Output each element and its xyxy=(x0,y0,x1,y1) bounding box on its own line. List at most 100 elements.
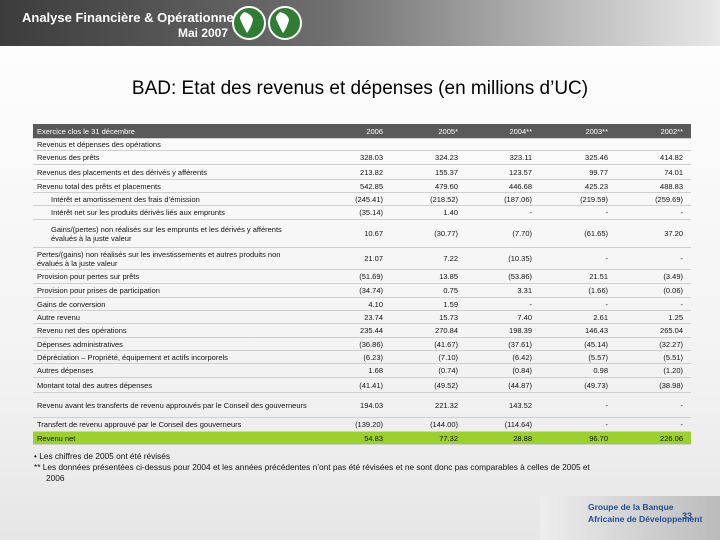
table-row: Revenu net des opérations 235.44 270.84 198… xyxy=(33,324,691,338)
value-cell: 325.46 xyxy=(585,153,608,162)
value-cell: (144.00) xyxy=(430,420,458,429)
table-row: Transfert de revenu approuvé par le Cons… xyxy=(33,418,691,432)
value-cell: (7.70) xyxy=(512,229,532,238)
table-row: Revenu avant les transferts de revenu ap… xyxy=(33,393,691,418)
value-cell: - xyxy=(605,299,609,309)
logos xyxy=(232,6,302,40)
value-cell: 488.83 xyxy=(660,181,683,191)
value-cell: (0.84) xyxy=(512,366,532,375)
value-cell: 1.40 xyxy=(443,208,458,217)
row-label: Revenu net des opérations xyxy=(37,326,127,335)
row-label: Transfert de revenu approuvé par le Cons… xyxy=(37,420,242,429)
value-cell: 146.43 xyxy=(585,326,608,335)
value-cell: (44.87) xyxy=(508,380,532,390)
table-row: Montant total des autres dépenses (41.41)… xyxy=(33,378,691,393)
row-label: Provision pour prises de participation xyxy=(37,286,160,295)
value-cell: (36.86) xyxy=(359,339,383,349)
value-cell: 446.68 xyxy=(509,181,532,191)
table-row: Gains de conversion 4.10 1.59 - - - xyxy=(33,298,691,311)
value-cell: (139.20) xyxy=(355,420,383,429)
header-cell: Exercice clos le 31 décembre xyxy=(37,126,135,136)
value-cell: (41.67) xyxy=(434,339,458,349)
table-row: Dépenses administratives (36.86) (41.67) (3… xyxy=(33,338,691,351)
table-row: Intérêt et amortissement des frais d’émi… xyxy=(33,193,691,206)
header-cell: 2004** xyxy=(509,126,532,136)
value-cell: (51.69) xyxy=(359,272,383,281)
value-cell: 323.11 xyxy=(509,153,532,162)
table-row: Dépréciation – Propriété, équipement et … xyxy=(33,351,691,364)
value-cell: 10.67 xyxy=(364,229,383,238)
row-label: Provision pour pertes sur prêts xyxy=(37,272,140,281)
value-cell: - xyxy=(680,299,684,309)
row-label: Gains de conversion xyxy=(37,299,106,309)
header-row: Exercice clos le 31 décembre 2006 2005* 200… xyxy=(33,124,691,139)
value-cell: (49.52) xyxy=(434,380,458,390)
value-cell: (6.23) xyxy=(363,352,383,362)
row-label: Gains/(pertes) non réalisés sur les empr… xyxy=(51,224,282,243)
footnotes: • Les chiffres de 2005 ont été révisés **… xyxy=(34,451,594,484)
row-label: Montant total des autres dépenses xyxy=(37,380,153,390)
value-cell: (219.59) xyxy=(580,194,608,204)
value-cell: (45.14) xyxy=(584,339,608,349)
value-cell: (5.57) xyxy=(588,352,608,362)
row-label: Intérêt et amortissement des frais d’émi… xyxy=(51,194,200,204)
header-subtitle: Mai 2007 xyxy=(178,26,229,40)
value-cell: - xyxy=(529,299,533,309)
value-cell: - xyxy=(605,420,609,429)
value-cell: 54.83 xyxy=(364,433,383,443)
value-cell: 99.77 xyxy=(589,167,608,177)
value-cell: (245.41) xyxy=(355,194,383,204)
value-cell: (10.35) xyxy=(508,254,532,263)
footer-org: Africaine de Développement xyxy=(588,514,703,524)
footnote: • Les chiffres de 2005 ont été révisés xyxy=(34,451,171,461)
header-cell: 2006 xyxy=(366,126,383,136)
value-cell: (37.61) xyxy=(508,339,532,349)
row-label: Revenu net xyxy=(37,433,76,443)
value-cell: 0.98 xyxy=(593,366,608,375)
value-cell: 198.39 xyxy=(509,326,532,335)
slide-title: BAD: Etat des revenus et dépenses (en mi… xyxy=(131,78,589,99)
value-cell: 542.85 xyxy=(360,181,383,191)
value-cell: 265.04 xyxy=(660,326,683,335)
value-cell: (187.06) xyxy=(504,194,532,204)
value-cell: - xyxy=(680,420,684,429)
row-label: Revenu total des prêts et placements xyxy=(37,181,161,191)
table-row: Provision pour prises de participation (3… xyxy=(33,284,691,298)
value-cell: (32.27) xyxy=(659,339,683,349)
value-cell: 1.68 xyxy=(368,366,383,375)
value-cell: 194.03 xyxy=(360,400,383,410)
header-cell: 2003** xyxy=(585,126,608,136)
value-cell: 13.85 xyxy=(439,272,458,281)
value-cell: 15.73 xyxy=(439,312,458,322)
row-label: Autre revenu xyxy=(37,312,80,322)
table-row: Provision pour pertes sur prêts (51.69) 13… xyxy=(33,270,691,284)
value-cell: 96.70 xyxy=(589,433,608,443)
value-cell: (61.65) xyxy=(584,229,608,238)
row-label: Dépenses administratives xyxy=(37,339,123,349)
row-label: Pertes/(gains) non réalisés sur les inve… xyxy=(37,249,281,268)
value-cell: 235.44 xyxy=(360,326,383,335)
row-label: Revenus et dépenses des opérations xyxy=(37,140,161,149)
value-cell: 221.32 xyxy=(435,400,458,410)
table-row: Intérêt net sur les produits dérivés lié… xyxy=(33,206,691,220)
value-cell: 28.88 xyxy=(513,433,532,443)
value-cell: 0.75 xyxy=(443,286,458,295)
value-cell: - xyxy=(605,400,609,410)
value-cell: 1.25 xyxy=(668,312,683,322)
value-cell: 21.07 xyxy=(364,254,383,263)
value-cell: (7.10) xyxy=(438,352,458,362)
value-cell: 77.32 xyxy=(439,433,458,443)
value-cell: 1.59 xyxy=(443,299,458,309)
value-cell: (259.69) xyxy=(655,194,683,204)
value-cell: - xyxy=(680,254,684,263)
row-label: Intérêt net sur les produits dérivés lié… xyxy=(51,208,225,217)
table-row: Revenus des placements et des dérivés y … xyxy=(33,165,691,180)
value-cell: (218.52) xyxy=(430,194,458,204)
row-label: Dépréciation – Propriété, équipement et … xyxy=(37,352,228,362)
value-cell: 425.23 xyxy=(585,181,608,191)
value-cell: (5.51) xyxy=(663,352,683,362)
value-cell: - xyxy=(680,400,684,410)
value-cell: (0.06) xyxy=(663,286,683,295)
row-label: Revenu avant les transferts de revenu ap… xyxy=(37,400,307,410)
table-row: Revenus des prêts 328.03 324.23 323.11 325.4… xyxy=(33,151,691,165)
